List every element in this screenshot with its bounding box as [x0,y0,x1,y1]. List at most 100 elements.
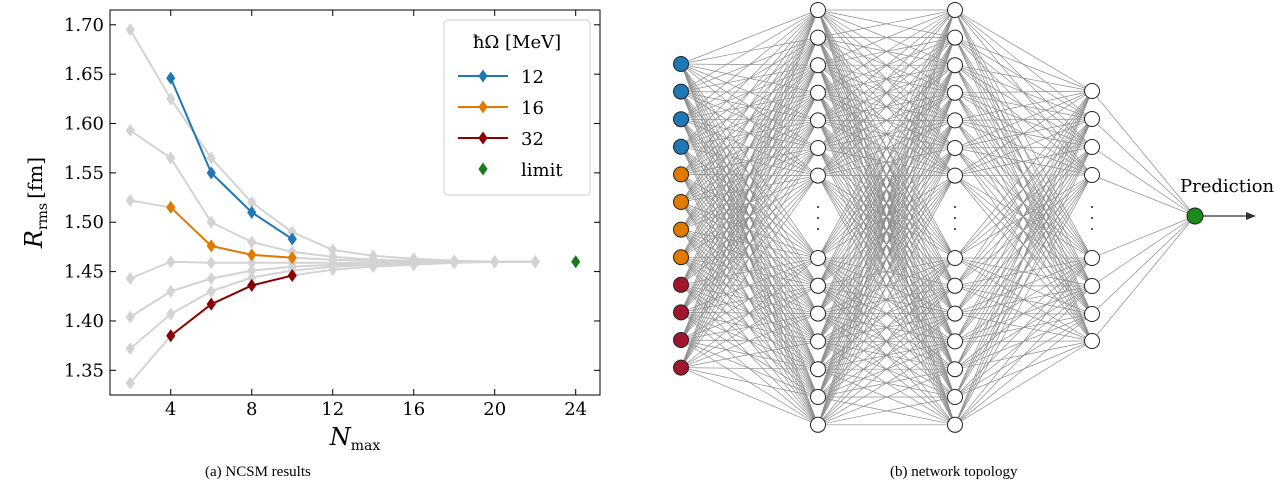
plot-frame [109,9,601,396]
connection [680,9,819,258]
connection [954,90,1093,425]
connection [954,90,1093,314]
gray-series-point [530,255,540,269]
connection [954,90,1093,259]
gray-series-point [328,263,338,277]
gray-series-point [125,123,135,137]
prediction-label: Prediction [1180,176,1275,197]
connection [817,9,956,342]
hidden-node-layer2 [947,84,963,101]
series-point-32 [247,278,257,292]
connection [817,257,956,426]
gray-series-point [206,215,216,229]
hidden-node-layer2 [947,277,963,294]
connection [680,367,819,370]
y-tick-label: 1.45 [64,262,104,283]
x-tick-label: 12 [321,399,344,420]
legend-marker-16 [478,100,488,114]
connection [954,146,1093,425]
series-line-16 [170,206,293,259]
connection [680,9,819,313]
hidden-node-layer2 [947,333,963,350]
legend-label-16: 16 [521,98,544,119]
hidden-node-layer3 [1084,83,1100,99]
x-tick-label: 4 [165,399,176,420]
hidden-node-layer2 [947,57,963,74]
connection [817,9,956,286]
gray-series-point [206,284,216,298]
x-tick-label: 16 [402,399,425,420]
y-tick-label: 1.60 [64,114,104,135]
connection [817,9,956,370]
connection [680,65,819,368]
hidden-node-layer3 [1084,278,1100,294]
x-tick-label: 24 [564,399,587,420]
connection [680,147,819,368]
connection [680,367,819,426]
connection [680,9,819,148]
connection [954,90,1093,94]
gray-series-point [247,271,257,285]
hidden-node-layer3 [1084,306,1100,322]
gray-series-point [125,23,135,37]
hidden-node-layer1 [810,112,826,129]
series-point-12 [247,205,257,219]
series-point-16 [206,239,216,253]
legend-title: ħΩ [MeV] [473,32,561,53]
connection [817,37,956,425]
hidden-node-layer2 [947,2,963,18]
hidden-node-layer1 [810,277,826,294]
legend-marker-32 [478,131,488,145]
connection [817,396,956,426]
gray-series-line [129,260,536,384]
hidden-node-layer1 [810,29,826,46]
input-node [673,276,689,293]
connection [680,9,819,65]
series-line-12 [169,77,293,240]
connection [817,175,956,425]
ellipsis-dot [953,216,957,220]
connection [817,9,956,149]
connection [1091,215,1196,315]
hidden-node-layer2 [947,389,963,405]
connection [680,9,819,175]
connection [954,340,1093,426]
hidden-node-layer1 [810,2,826,18]
output-arrow-head [1246,212,1256,220]
gray-series-point [328,243,338,257]
input-node [673,332,689,348]
x-tick-label: 8 [246,399,257,420]
gray-series-point [166,284,176,298]
hidden-node-layer3 [1084,333,1100,349]
gray-series-point [206,256,216,270]
hidden-node-layer1 [810,167,826,184]
hidden-node-layer2 [947,112,963,129]
y-tick-label: 1.50 [64,212,104,233]
connection [817,9,956,94]
connection [954,174,1093,176]
connection [954,313,1093,426]
network-topology-diagram: Prediction [673,2,1275,433]
connection [680,9,819,285]
ellipsis-dot [816,227,820,231]
gray-series-point [247,256,257,270]
connection [817,9,956,121]
connection [954,90,1093,121]
input-node [673,166,689,183]
hidden-node-layer2 [947,29,963,46]
connection [680,37,819,368]
connection [954,9,1093,92]
network-topology-panel: Prediction [640,0,1288,485]
connection [954,90,1093,370]
connection [680,9,819,230]
connection [680,9,819,368]
connection [817,9,956,38]
connection [1091,215,1196,259]
gray-series-point [125,342,135,356]
connection [680,367,819,398]
y-tick-label: 1.40 [64,311,104,332]
input-node [673,56,689,72]
input-node [673,194,689,210]
gray-series-point [490,255,500,269]
ellipsis-dot [1090,227,1094,231]
